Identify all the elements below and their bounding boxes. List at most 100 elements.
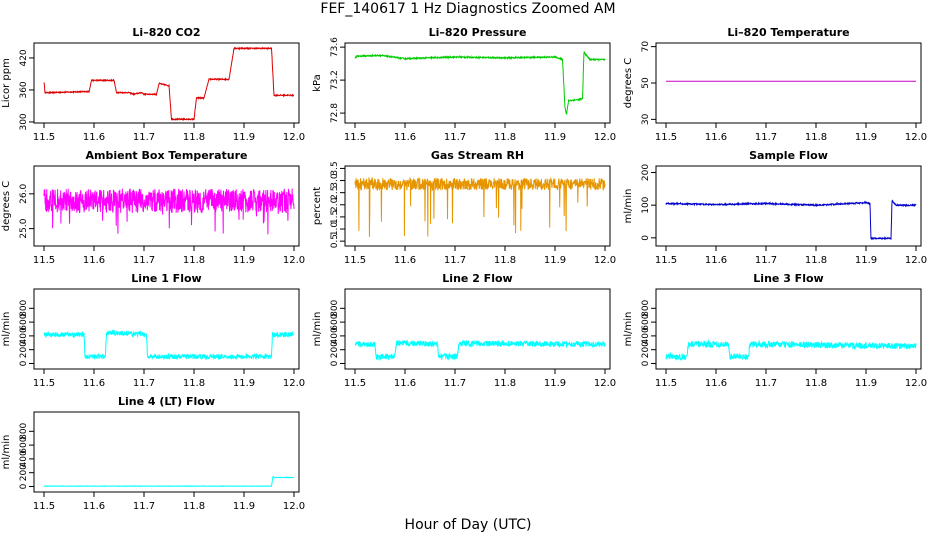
y-tick-label: 1.5: [330, 210, 340, 224]
chart-title: Li–820 Temperature: [727, 26, 849, 39]
y-tick-label: 800: [641, 299, 651, 316]
x-tick-label: 11.8: [805, 132, 827, 143]
x-tick-label: 11.9: [233, 501, 255, 512]
x-tick-label: 11.9: [544, 132, 566, 143]
y-tick-label: 2.5: [330, 186, 340, 200]
y-axis-label: ml/min: [1, 435, 12, 470]
chart-panel: Line 2 Flow ml/min 11.5 11.6 11.7 11.8 11.9 12.…: [312, 272, 616, 389]
y-tick-label: 600: [19, 436, 29, 453]
chart-title: Li–820 CO2: [132, 26, 200, 39]
y-tick-label: 0: [641, 360, 651, 366]
x-tick-label: 11.8: [183, 255, 205, 266]
x-tick-label: 12.0: [594, 255, 616, 266]
chart-panel: Sample Flow ml/min 11.5 11.6 11.7 11.8 11.9 12.…: [623, 149, 927, 266]
x-tick-label: 11.6: [394, 255, 416, 266]
y-tick-label: 800: [330, 299, 340, 316]
x-tick-label: 12.0: [283, 255, 305, 266]
x-tick-label: 11.7: [755, 255, 777, 266]
chart-title: Ambient Box Temperature: [86, 149, 248, 162]
x-tick-label: 11.9: [855, 255, 877, 266]
chart-title: Line 3 Flow: [753, 272, 823, 285]
y-axis-label: kPa: [312, 74, 323, 92]
x-tick-label: 11.5: [33, 132, 55, 143]
plot-frame: [33, 288, 300, 370]
y-axis-label: Licor ppm: [1, 58, 12, 108]
y-tick-label: 73.6: [330, 37, 340, 57]
x-tick-label: 11.8: [494, 255, 516, 266]
x-tick-label: 11.5: [655, 132, 677, 143]
y-tick-label: 300: [19, 113, 29, 130]
chart-panel: Gas Stream RH percent 11.5 11.6 11.7 11.8 11.9…: [312, 149, 616, 266]
x-tick-label: 12.0: [283, 378, 305, 389]
y-tick-label: 200: [19, 341, 29, 358]
x-tick-label: 11.7: [133, 255, 155, 266]
x-tick-label: 12.0: [283, 501, 305, 512]
figure-title: FEF_140617 1 Hz Diagnostics Zoomed AM: [320, 1, 616, 17]
x-tick-label: 11.7: [444, 132, 466, 143]
chart-title: Line 4 (LT) Flow: [118, 395, 215, 408]
chart-panel: Li–820 Temperature degrees C 11.5 11.6 11.7 1…: [623, 26, 927, 143]
x-tick-label: 11.8: [183, 132, 205, 143]
x-tick-label: 11.5: [33, 378, 55, 389]
x-tick-label: 11.8: [183, 378, 205, 389]
x-tick-label: 11.5: [33, 255, 55, 266]
y-tick-label: 420: [19, 49, 29, 66]
chart-panel: Line 3 Flow ml/min 11.5 11.6 11.7 11.8 11.9 12.…: [623, 272, 927, 389]
y-tick-label: 100: [641, 196, 651, 213]
x-tick-label: 11.7: [133, 501, 155, 512]
x-tick-label: 11.6: [83, 255, 105, 266]
plot-frame: [344, 288, 611, 370]
x-tick-label: 12.0: [905, 378, 927, 389]
y-tick-label: 72.8: [330, 103, 340, 123]
chart-title: Li–820 Pressure: [429, 26, 527, 39]
x-tick-label: 11.9: [233, 378, 255, 389]
chart-title: Sample Flow: [749, 149, 828, 162]
x-tick-label: 11.8: [494, 378, 516, 389]
y-tick-label: 1.0: [330, 222, 340, 237]
x-tick-label: 11.9: [544, 378, 566, 389]
x-tick-label: 11.8: [805, 378, 827, 389]
chart-panel: Ambient Box Temperature degrees C 11.5 11.6…: [1, 149, 305, 266]
series-line: [665, 339, 917, 362]
y-tick-label: 800: [19, 299, 29, 316]
chart-title: Line 1 Flow: [131, 272, 201, 285]
y-tick-label: 3.0: [330, 173, 340, 188]
x-tick-label: 11.7: [755, 378, 777, 389]
plot-frame: [655, 165, 922, 247]
x-tick-label: 12.0: [594, 132, 616, 143]
y-tick-label: 400: [641, 327, 651, 344]
y-tick-label: 26.0: [19, 184, 29, 204]
y-tick-label: 30: [641, 113, 651, 125]
y-axis-label: percent: [312, 187, 323, 225]
x-tick-label: 11.9: [233, 132, 255, 143]
plot-frame: [33, 411, 300, 493]
y-tick-label: 200: [330, 341, 340, 358]
series-line: [43, 46, 295, 122]
y-axis-label: ml/min: [312, 312, 323, 347]
x-tick-label: 11.6: [394, 378, 416, 389]
plot-frame: [33, 42, 300, 124]
y-tick-label: 600: [19, 313, 29, 330]
x-tick-label: 11.5: [344, 255, 366, 266]
y-tick-label: 0: [330, 360, 340, 366]
y-tick-label: 0.5: [330, 234, 340, 248]
series-line: [354, 51, 606, 115]
y-tick-label: 25.0: [19, 218, 29, 238]
plot-frame: [344, 42, 611, 124]
x-tick-label: 11.7: [133, 132, 155, 143]
chart-title: Line 2 Flow: [442, 272, 512, 285]
x-tick-label: 11.6: [705, 132, 727, 143]
x-tick-label: 11.9: [233, 255, 255, 266]
y-tick-label: 3.5: [330, 161, 340, 175]
x-tick-label: 11.5: [33, 501, 55, 512]
chart-panel: Li–820 CO2 Licor ppm 11.5 11.6 11.7 11.8 11.9 1…: [1, 26, 305, 143]
x-tick-label: 11.8: [494, 132, 516, 143]
chart-title: Gas Stream RH: [431, 149, 524, 162]
y-tick-label: 360: [19, 81, 29, 98]
series-line: [665, 199, 917, 241]
y-axis-label: ml/min: [1, 312, 12, 347]
series-line: [43, 475, 295, 488]
y-tick-label: 200: [19, 464, 29, 481]
x-tick-label: 11.6: [705, 378, 727, 389]
